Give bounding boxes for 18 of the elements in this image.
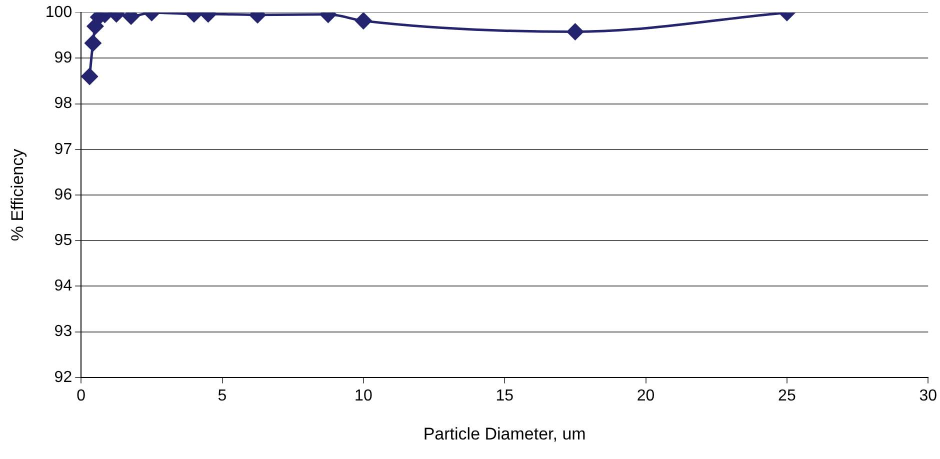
x-tick-label: 15 [496, 387, 514, 404]
y-tick-label: 98 [54, 95, 72, 112]
y-tick-label: 99 [54, 50, 72, 67]
y-tick-label: 100 [45, 4, 72, 22]
y-axis-title: % Efficiency [8, 148, 27, 242]
x-tick-label: 10 [354, 387, 372, 404]
x-axis-title: Particle Diameter, um [423, 424, 586, 444]
y-tick-label: 96 [54, 186, 72, 204]
y-tick-label: 95 [54, 232, 72, 250]
y-tick-label: 94 [54, 278, 72, 295]
x-tick-label: 25 [778, 387, 796, 404]
x-tick-label: 20 [636, 387, 655, 404]
x-tick-label: 30 [919, 387, 938, 404]
y-tick-label: 92 [54, 368, 72, 386]
y-tick-label: 93 [54, 323, 72, 340]
x-tick-label: 0 [76, 387, 86, 404]
x-tick-label: 5 [218, 387, 227, 404]
y-tick-label: 97 [54, 140, 72, 158]
